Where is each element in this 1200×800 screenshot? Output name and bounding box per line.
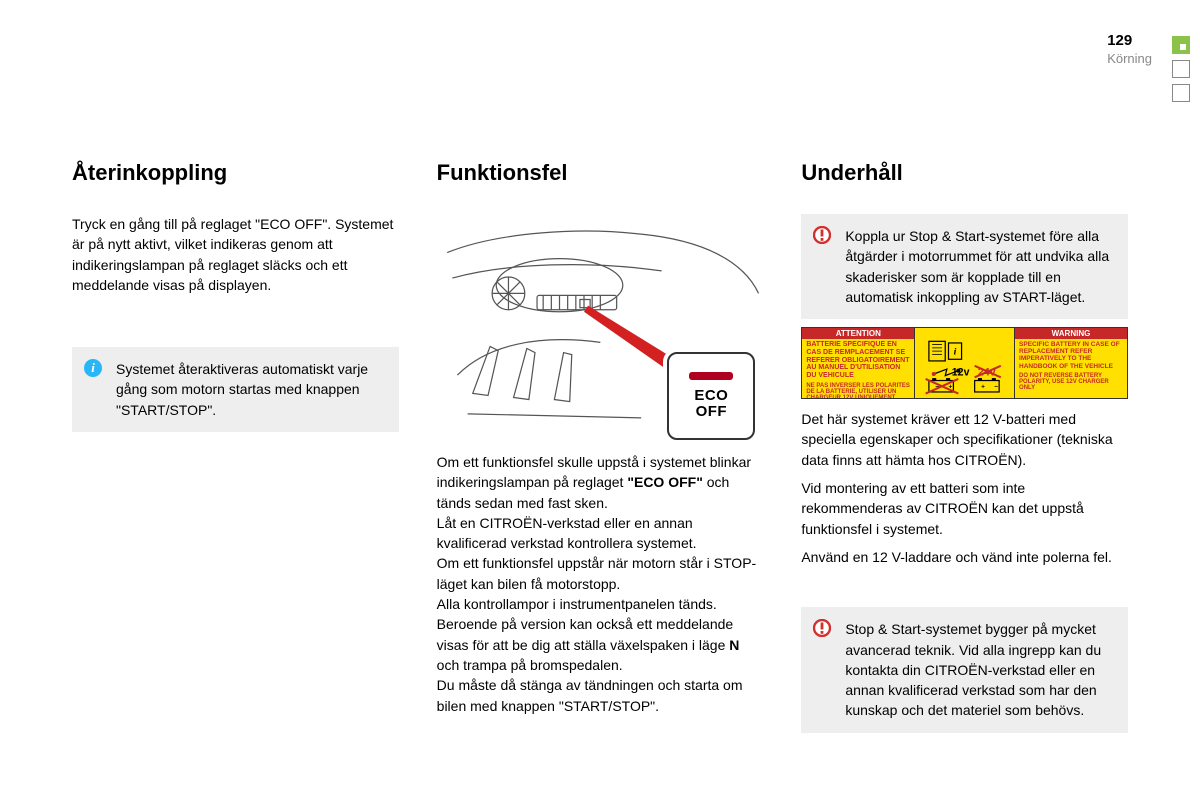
tab-marker-active: [1172, 36, 1190, 54]
column-reactivation: Återinkoppling Tryck en gång till på reg…: [72, 160, 399, 733]
page-header: 129 Körning: [1107, 32, 1152, 66]
tab-marker: [1172, 84, 1190, 102]
para-malfunction-3: Om ett funktionsfel uppstår när motorn s…: [437, 553, 764, 594]
column-maintenance: Underhåll Koppla ur Stop & Start-systeme…: [801, 160, 1128, 733]
heading-maintenance: Underhåll: [801, 160, 1128, 186]
para-reactivation-intro: Tryck en gång till på reglaget "ECO OFF"…: [72, 214, 399, 295]
column-malfunction: Funktionsfel: [437, 160, 764, 733]
heading-malfunction: Funktionsfel: [437, 160, 764, 186]
para-malfunction-6: Du måste då stänga av tändningen och sta…: [437, 675, 764, 716]
malfunction-text: Om ett funktionsfel skulle uppstå i syst…: [437, 452, 764, 716]
tab-markers: [1172, 36, 1190, 102]
warning-icon: [813, 619, 831, 637]
para-malfunction-4: Alla kontrollampor i instrumentpanelen t…: [437, 594, 764, 614]
label-right-panel: WARNING SPECIFIC BATTERY IN CASE OF REPL…: [1015, 328, 1127, 399]
warning-box-advanced: Stop & Start-systemet bygger på mycket a…: [801, 607, 1128, 732]
svg-text:−: −: [994, 383, 998, 390]
warning-icon: [813, 226, 831, 244]
heading-reactivation: Återinkoppling: [72, 160, 399, 186]
para-malfunction-1: Om ett funktionsfel skulle uppstå i syst…: [437, 452, 764, 513]
para-maintenance-1: Det här systemet kräver ett 12 V-batteri…: [801, 409, 1128, 470]
label-left-panel: ATTENTION BATTERIE SPECIFIQUE EN CAS DE …: [802, 328, 914, 399]
para-maintenance-2: Vid montering av ett batteri som inte re…: [801, 478, 1128, 539]
eco-button-label: ECOOFF: [694, 388, 728, 421]
para-malfunction-2: Låt en CITROËN-verkstad eller en annan k…: [437, 513, 764, 554]
svg-text:i: i: [953, 346, 956, 357]
label-center-diagram: i 12v 24v +− −+: [914, 328, 1015, 399]
para-malfunction-5: Beroende på version kan också ett meddel…: [437, 614, 764, 675]
dashboard-diagram: ECOOFF: [437, 214, 764, 434]
info-icon: i: [84, 359, 102, 377]
info-text: Systemet återaktiveras automatiskt varje…: [116, 361, 368, 418]
para-maintenance-3: Använd en 12 V-laddare och vänd inte pol…: [801, 547, 1128, 567]
svg-text:+: +: [981, 383, 985, 390]
warning-text-2: Stop & Start-systemet bygger på mycket a…: [845, 621, 1101, 718]
page-section: Körning: [1107, 51, 1152, 66]
eco-off-button[interactable]: ECOOFF: [667, 352, 755, 440]
info-box-auto-reactivate: i Systemet återaktiveras automatiskt var…: [72, 347, 399, 432]
battery-warning-label: ATTENTION BATTERIE SPECIFIQUE EN CAS DE …: [801, 327, 1128, 399]
warning-text-1: Koppla ur Stop & Start-systemet före all…: [845, 228, 1109, 305]
content-grid: Återinkoppling Tryck en gång till på reg…: [72, 160, 1128, 733]
page-number: 129: [1107, 32, 1152, 49]
warning-box-disconnect: Koppla ur Stop & Start-systemet före all…: [801, 214, 1128, 319]
eco-led-indicator: [689, 372, 733, 380]
tab-marker: [1172, 60, 1190, 78]
